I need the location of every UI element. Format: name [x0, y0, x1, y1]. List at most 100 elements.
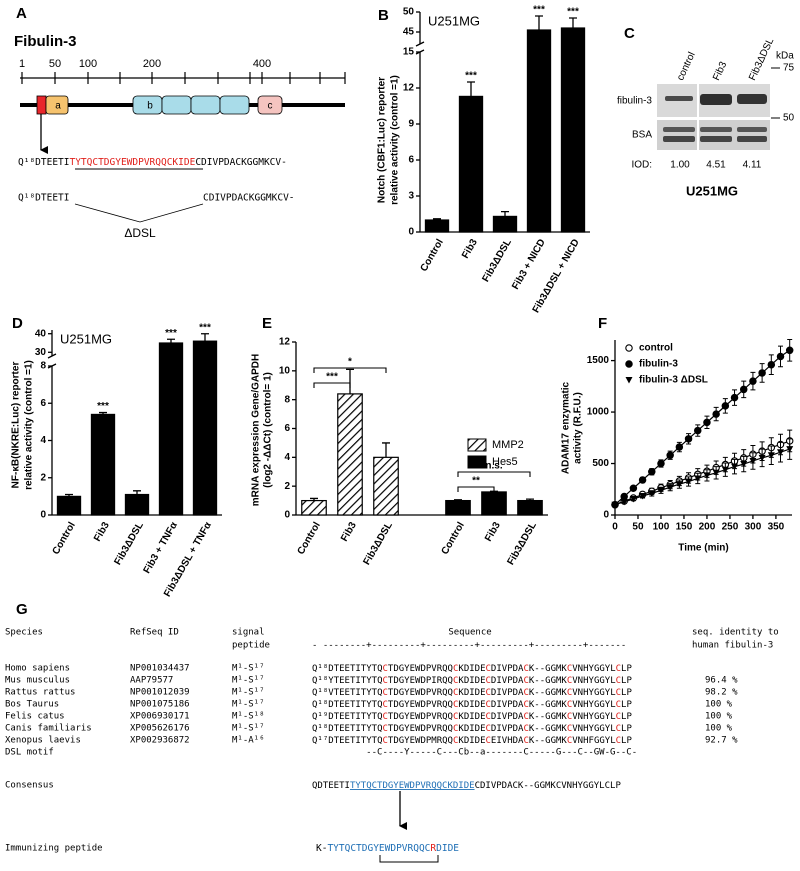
unit-label: kDa: [776, 51, 794, 62]
aligned-sequence: Q¹⁸DTEETITYTQCTDGYEWDPVRQQCKDIDECDIVPDAC…: [312, 724, 632, 734]
marker: [657, 487, 665, 494]
y-tick-label: 2: [284, 481, 290, 492]
domain-label: b: [147, 101, 153, 112]
marker: [638, 476, 647, 484]
marker: [767, 452, 775, 459]
refseq-id: XP002936872: [130, 736, 190, 746]
y-tick-label: 0: [603, 510, 609, 521]
y-tick-label: 1500: [587, 355, 610, 366]
consensus-part: QDTEETI: [312, 781, 350, 791]
band: [663, 136, 695, 142]
y-tick-label: 6: [284, 423, 290, 434]
signal-peptide: M¹-S¹⁷: [232, 664, 265, 674]
marker: [777, 449, 785, 456]
species: Xenopus laevis: [5, 736, 81, 746]
ruler-label: 50: [49, 58, 61, 70]
bar: [560, 27, 586, 233]
x-tick-label: Control: [296, 520, 323, 556]
ruler-label: 400: [253, 58, 271, 70]
significance-bracket: [457, 486, 495, 492]
x-tick-label: 250: [722, 522, 739, 533]
cell-line: U251MG: [686, 183, 738, 198]
marker: [712, 469, 720, 477]
lane-label: control: [675, 51, 698, 83]
x-tick-label: Fib3 + NICD: [510, 237, 548, 291]
y-tick-label: 6: [40, 398, 46, 409]
disulfide-bracket: [379, 855, 439, 863]
y-tick-label: 6: [408, 155, 414, 166]
legend-label: fibulin-3: [639, 359, 678, 370]
iod-label: IOD:: [631, 160, 652, 171]
seq-part: CDIVPDACKGGMKCV-: [203, 193, 295, 204]
x-tick-label: 350: [768, 522, 785, 533]
header: Sequence: [448, 628, 491, 638]
consensus-label: Consensus: [5, 781, 54, 791]
panel-letter: E: [262, 315, 272, 332]
seq-part: Q¹⁸DTEETI: [18, 157, 69, 168]
marker: [786, 446, 794, 453]
marker-label: 50: [783, 113, 795, 124]
marker: [648, 468, 656, 476]
significance: ***: [567, 7, 579, 18]
y-tick-label: 12: [403, 83, 415, 94]
panel-a: A Fibulin-3 a b c Q¹⁸DTEETITYTQCTDGYEWDP…: [14, 5, 346, 240]
error-bar: [569, 17, 577, 28]
panel-letter: C: [624, 25, 635, 42]
refseq-id: XP006930171: [130, 712, 190, 722]
header: Species: [5, 628, 43, 638]
ruler: - --------+---------+---------+---------…: [312, 641, 626, 651]
x-tick-label: Control: [419, 237, 446, 273]
signal-peptide: M¹-A¹⁶: [232, 736, 265, 746]
marker: [684, 435, 693, 443]
bar: [481, 491, 507, 516]
bar: [337, 393, 363, 516]
legend-marker: [625, 377, 633, 384]
significance-bracket: [313, 367, 387, 373]
error-bar: [346, 368, 354, 394]
refseq-id: NP001075186: [130, 700, 190, 710]
band: [737, 94, 767, 104]
marker: [620, 498, 628, 506]
significance: *: [348, 357, 352, 368]
bar: [56, 495, 82, 516]
header: seq. identity to: [692, 628, 779, 638]
aligned-sequence: Q¹⁸DTEETITYTQCTDGYEWDPVRQQCKDIDECDIVPDAC…: [312, 700, 632, 710]
header: RefSeq ID: [130, 628, 179, 638]
domain-b: [190, 95, 221, 115]
band: [665, 96, 693, 101]
marker: [703, 472, 711, 479]
error-bar: [65, 493, 73, 497]
species: Homo sapiens: [5, 664, 70, 674]
immunizing-peptide: K-TYTQCTDGYEWDPVRQQCRDIDE: [316, 843, 459, 854]
x-tick-label: Fib3: [483, 520, 503, 544]
iod-value: 1.00: [670, 160, 690, 171]
dsl-box: [36, 95, 47, 115]
marker: [758, 454, 766, 462]
marker: [740, 461, 748, 468]
marker: [657, 459, 665, 468]
identity: 98.2 %: [705, 688, 738, 698]
error-bar: [433, 218, 441, 220]
bar: [424, 219, 450, 233]
domain-b: [161, 95, 192, 115]
x-axis-label: Time (min): [678, 543, 728, 554]
band: [700, 94, 732, 105]
marker: [703, 418, 711, 427]
bar: [517, 499, 543, 516]
refseq-id: AAP79577: [130, 676, 173, 686]
blot: [657, 120, 770, 150]
x-tick-label: 300: [745, 522, 762, 533]
species: Bos Taurus: [5, 700, 59, 710]
domain-c: [257, 95, 283, 115]
header: signal: [232, 628, 265, 638]
significance: ***: [199, 322, 211, 333]
y-tick-label: 2: [40, 472, 46, 483]
header: human fibulin-3: [692, 641, 773, 651]
y-tick-label: 12: [279, 337, 291, 348]
bar: [373, 456, 399, 516]
panel-letter: G: [16, 601, 28, 618]
bar: [90, 413, 116, 516]
identity: 92.7 %: [705, 736, 738, 746]
peptide-part: TYTQCTDGYEWDPVRQQC: [327, 843, 430, 854]
